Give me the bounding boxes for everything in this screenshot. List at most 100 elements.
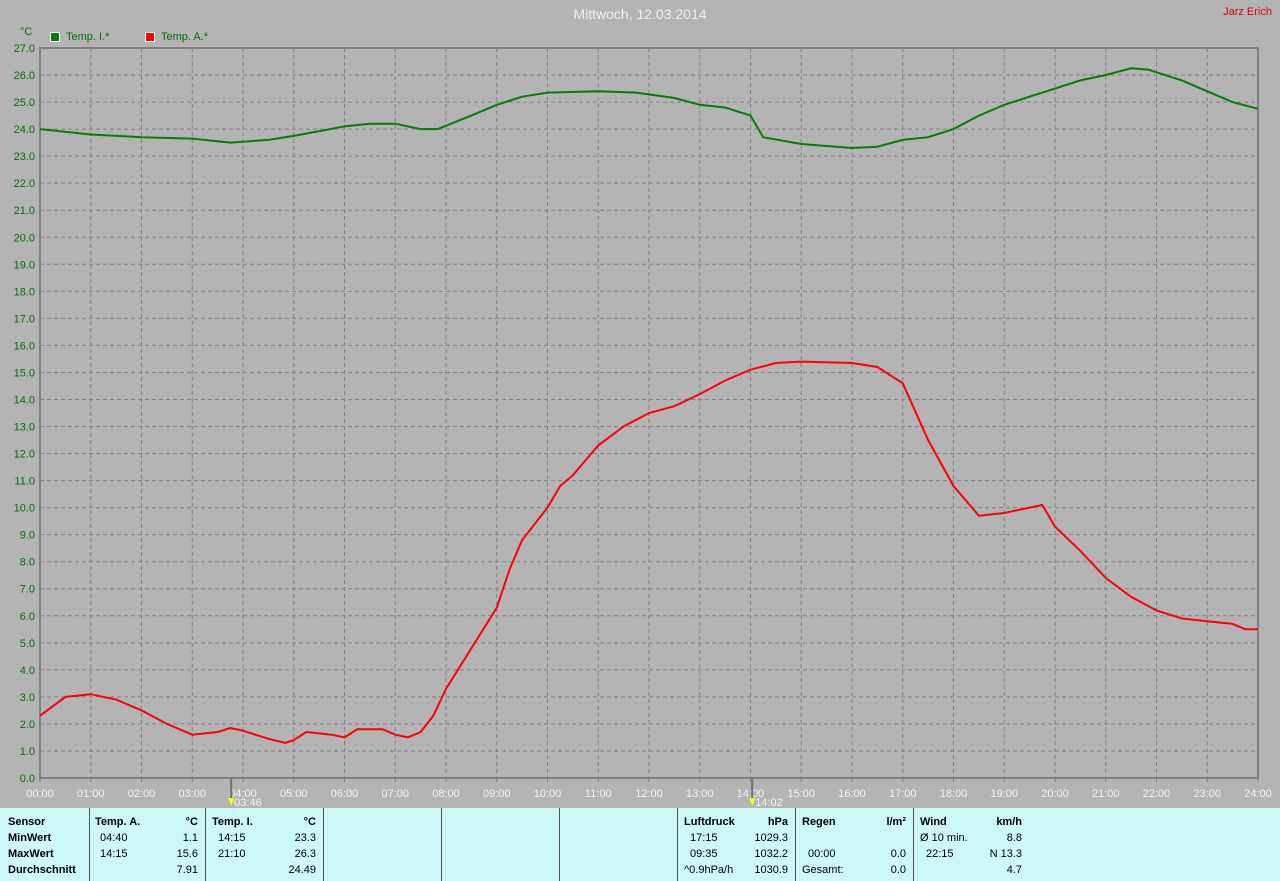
pressure-min-time: 17:15 xyxy=(690,832,718,844)
temp-a-unit: °C xyxy=(185,816,198,828)
statistics-panel: Sensor MinWert MaxWert Durchschnitt Temp… xyxy=(0,808,1280,881)
y-tick-label: 24.0 xyxy=(14,124,35,136)
pressure-avg: 1030.9 xyxy=(754,864,788,876)
temp-i-avg: 24.49 xyxy=(288,864,316,876)
x-tick-label: 22:00 xyxy=(1143,788,1171,800)
y-tick-label: 13.0 xyxy=(14,422,35,434)
temp-i-min: 23.3 xyxy=(294,832,316,844)
x-tick-label: 16:00 xyxy=(838,788,866,800)
y-tick-label: 10.0 xyxy=(14,503,35,515)
y-tick-label: 20.0 xyxy=(14,232,35,244)
temp-a-max-time: 14:15 xyxy=(100,848,128,860)
wind-avg-label: Ø 10 min. xyxy=(920,832,968,844)
y-tick-label: 17.0 xyxy=(14,313,35,325)
y-tick-label: 25.0 xyxy=(14,97,35,109)
y-tick-label: 23.0 xyxy=(14,151,35,163)
y-tick-label: 16.0 xyxy=(14,340,35,352)
pressure-max: 1032.2 xyxy=(754,848,788,860)
author-label: Jarz Erich xyxy=(1223,6,1272,18)
row-label-avg: Durchschnitt xyxy=(8,864,76,876)
x-tick-label: 11:00 xyxy=(585,788,612,800)
row-label-max: MaxWert xyxy=(8,848,54,860)
series-line-temp-a xyxy=(39,360,1258,744)
x-tick-label: 04:00 xyxy=(229,788,257,800)
rain-value: 0.0 xyxy=(890,848,906,860)
x-tick-label: 13:00 xyxy=(686,788,714,800)
y-tick-label: 7.0 xyxy=(20,584,35,596)
x-tick-label: 02:00 xyxy=(128,788,156,800)
x-tick-label: 08:00 xyxy=(432,788,460,800)
x-tick-label: 01:00 xyxy=(77,788,105,800)
series-line-temp-i xyxy=(39,67,1259,150)
legend-label: Temp. I.* xyxy=(66,31,110,43)
pressure-unit: hPa xyxy=(767,816,788,828)
pressure-max-time: 09:35 xyxy=(690,848,718,860)
x-tick-label: 05:00 xyxy=(280,788,308,800)
marker-label: 03:46 xyxy=(234,797,262,808)
rain-total-label: Gesamt: xyxy=(802,864,844,876)
y-tick-label: 19.0 xyxy=(14,259,35,271)
row-label-sensor: Sensor xyxy=(8,816,46,828)
x-tick-label: 12:00 xyxy=(635,788,663,800)
y-tick-label: 1.0 xyxy=(20,746,35,758)
y-tick-label: 22.0 xyxy=(14,178,35,190)
x-tick-label: 20:00 xyxy=(1041,788,1069,800)
temp-i-unit: °C xyxy=(303,816,316,828)
temp-i-max-time: 21:10 xyxy=(218,848,246,860)
y-tick-label: 5.0 xyxy=(20,638,35,650)
temp-a-min: 1.1 xyxy=(182,832,198,844)
plot-frame xyxy=(39,47,1259,779)
x-tick-label: 10:00 xyxy=(534,788,562,800)
temperature-chart: 0.0 1.0 2.0 3.0 4.0 5.0 6.0 7.0 8.0 9.0 10.0 11.0 12… xyxy=(14,43,1272,808)
x-tick-label: 09:00 xyxy=(483,788,511,800)
pressure-header: Luftdruck xyxy=(684,816,735,828)
wind-day-avg: 4.7 xyxy=(1006,864,1022,876)
wind-unit: km/h xyxy=(996,816,1022,828)
y-tick-label: 0.0 xyxy=(20,773,35,785)
y-tick-label: 15.0 xyxy=(14,367,35,379)
y-tick-label: 12.0 xyxy=(14,449,35,461)
temp-a-min-time: 04:40 xyxy=(100,832,128,844)
pressure-trend: ^0.9hPa/h xyxy=(684,864,734,876)
wind-avg: 8.8 xyxy=(1006,832,1022,844)
y-tick-label: 27.0 xyxy=(14,43,35,55)
legend-swatch xyxy=(145,32,155,42)
temp-i-header: Temp. I. xyxy=(212,816,253,828)
x-tick-label: 18:00 xyxy=(940,788,968,800)
temp-a-max: 15.6 xyxy=(176,848,198,860)
y-tick-label: 4.0 xyxy=(20,665,35,677)
rain-unit: l/m² xyxy=(886,816,906,828)
x-tick-label: 07:00 xyxy=(381,788,409,800)
temp-a-header: Temp. A. xyxy=(95,816,141,828)
wind-header: Wind xyxy=(920,816,947,828)
temp-i-max: 26.3 xyxy=(294,848,316,860)
y-tick-label: 21.0 xyxy=(14,205,35,217)
y-tick-label: 9.0 xyxy=(20,530,35,542)
temp-a-avg: 7.91 xyxy=(176,864,198,876)
y-tick-label: 14.0 xyxy=(14,394,35,406)
chart-title: Mittwoch, 12.03.2014 xyxy=(573,6,707,22)
x-tick-label: 19:00 xyxy=(990,788,1018,800)
sun-marker-icon xyxy=(749,798,756,806)
x-tick-label: 17:00 xyxy=(889,788,917,800)
y-tick-label: 8.0 xyxy=(20,557,35,569)
y-tick-label: 3.0 xyxy=(20,692,35,704)
x-tick-label: 21:00 xyxy=(1092,788,1120,800)
pressure-min: 1029.3 xyxy=(754,832,788,844)
y-axis-unit: °C xyxy=(20,26,33,38)
y-tick-label: 18.0 xyxy=(14,286,35,298)
rain-total: 0.0 xyxy=(890,864,906,876)
rain-header: Regen xyxy=(802,816,836,828)
wind-max: N 13.3 xyxy=(989,848,1022,860)
temp-i-min-time: 14:15 xyxy=(218,832,246,844)
x-tick-label: 06:00 xyxy=(331,788,359,800)
legend-label: Temp. A.* xyxy=(161,31,209,43)
wind-max-time: 22:15 xyxy=(926,848,954,860)
x-tick-label: 23:00 xyxy=(1193,788,1221,800)
x-tick-label: 15:00 xyxy=(787,788,815,800)
x-tick-label: 24:00 xyxy=(1244,788,1272,800)
y-tick-label: 26.0 xyxy=(14,70,35,82)
legend-swatch xyxy=(50,32,60,42)
legend-item-temp-a: Temp. A.* xyxy=(145,31,208,43)
sun-marker-icon xyxy=(228,798,235,806)
